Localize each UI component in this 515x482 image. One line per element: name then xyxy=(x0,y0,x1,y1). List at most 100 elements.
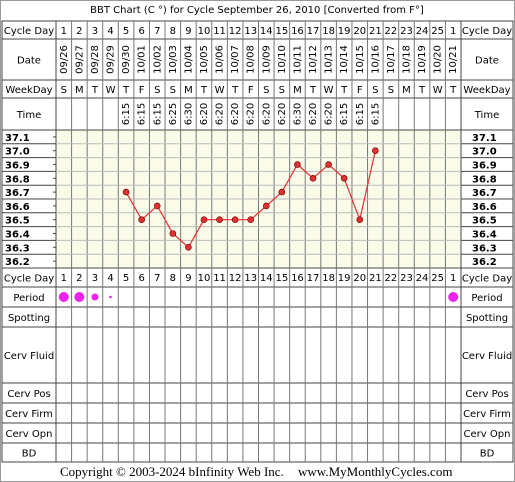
temp-point xyxy=(185,244,192,251)
temp-point xyxy=(169,230,177,237)
cycle-day: 11 xyxy=(213,273,226,284)
cycle-day: 23 xyxy=(400,273,413,284)
date: 10/16 xyxy=(370,45,381,74)
y-tick-label: 36.9 xyxy=(5,161,30,172)
y-tick-label: 36.3 xyxy=(5,243,30,254)
date: 10/19 xyxy=(417,45,428,74)
row-label: Cerv Fluid xyxy=(462,351,512,362)
weekday: T xyxy=(122,85,130,96)
cycle-day: 14 xyxy=(260,26,273,37)
row-label: Spotting xyxy=(8,313,50,324)
weekday: S xyxy=(388,85,394,96)
cycle-day: 11 xyxy=(213,26,226,37)
date: 10/12 xyxy=(308,45,319,74)
y-tick-label: 37.0 xyxy=(472,147,497,158)
row-label: Cerv Firm xyxy=(5,409,53,420)
y-tick-label: 36.7 xyxy=(5,188,30,199)
cycle-day: 12 xyxy=(229,26,242,37)
row-label: Cycle Day xyxy=(462,274,512,285)
cycle-day: 8 xyxy=(170,26,176,37)
cycle-day: 22 xyxy=(385,273,398,284)
row-label: Cycle Day xyxy=(4,26,54,37)
row-label: Cerv Opn xyxy=(6,429,53,440)
y-tick-label: 36.5 xyxy=(5,216,30,227)
row-label: Spotting xyxy=(466,313,508,324)
time: 6:15 xyxy=(152,103,163,125)
y-tick-label: 36.4 xyxy=(472,230,497,241)
time: 6:30 xyxy=(292,103,303,125)
cycle-day: 14 xyxy=(260,273,273,284)
cycle-day: 13 xyxy=(244,26,257,37)
date: 09/29 xyxy=(106,45,117,74)
weekday: T xyxy=(91,85,99,96)
date: 10/17 xyxy=(386,45,397,74)
cycle-day: 10 xyxy=(198,273,211,284)
cycle-day: 5 xyxy=(123,273,129,284)
row-label: Cerv Opn xyxy=(464,429,511,440)
cycle-day: 7 xyxy=(154,26,160,37)
temp-point xyxy=(122,188,130,196)
date: 10/14 xyxy=(339,45,350,74)
time: 6:20 xyxy=(199,103,210,125)
weekday: T xyxy=(200,85,208,96)
temp-point xyxy=(247,216,255,223)
cycle-day: 10 xyxy=(198,26,211,37)
weekday: S xyxy=(372,85,378,96)
temp-point xyxy=(262,202,270,210)
cycle-day: 1 xyxy=(61,26,67,37)
weekday: S xyxy=(154,85,160,96)
weekday: F xyxy=(139,85,145,96)
weekday: T xyxy=(449,85,457,96)
y-tick-label: 36.7 xyxy=(472,188,497,199)
cycle-day: 3 xyxy=(92,273,98,284)
time: 6:20 xyxy=(277,103,288,125)
time: 6:20 xyxy=(230,103,241,125)
y-tick-label: 36.8 xyxy=(472,174,497,185)
temp-point xyxy=(294,161,301,168)
y-tick-label: 37.1 xyxy=(5,133,30,144)
row-label: WeekDay xyxy=(463,85,510,96)
time: 6:15 xyxy=(355,103,366,125)
row-label: Cycle Day xyxy=(4,274,54,285)
y-tick-label: 36.3 xyxy=(472,243,497,254)
y-tick-label: 36.6 xyxy=(472,202,497,213)
time: 6:20 xyxy=(308,103,319,125)
weekday: S xyxy=(263,85,269,96)
y-tick-label: 36.8 xyxy=(5,174,30,185)
date: 10/18 xyxy=(401,45,412,74)
date: 10/21 xyxy=(448,45,459,74)
cycle-day: 16 xyxy=(291,26,304,37)
row-label: Time xyxy=(474,110,499,121)
date: 10/03 xyxy=(168,45,179,74)
row-label: BD xyxy=(480,449,495,460)
y-tick-label: 36.5 xyxy=(472,216,497,227)
row-label: Cycle Day xyxy=(462,26,512,37)
time: 6:15 xyxy=(137,103,148,125)
row-label: Cerv Fluid xyxy=(4,351,54,362)
weekday: T xyxy=(309,85,317,96)
cycle-day: 2 xyxy=(76,26,82,37)
date: 09/30 xyxy=(121,45,132,74)
weekday: S xyxy=(279,85,285,96)
temp-point xyxy=(278,188,286,196)
date: 09/26 xyxy=(59,45,70,74)
cycle-day: 12 xyxy=(229,273,242,284)
cycle-day: 20 xyxy=(353,26,366,37)
weekday: M xyxy=(293,85,302,96)
time: 6:15 xyxy=(339,103,350,125)
date: 09/27 xyxy=(74,45,85,74)
cycle-day: 17 xyxy=(307,26,320,37)
date: 09/28 xyxy=(90,45,101,74)
cycle-day: 4 xyxy=(107,26,113,37)
weekday: S xyxy=(170,85,176,96)
cycle-day: 18 xyxy=(322,26,335,37)
weekday: W xyxy=(433,85,443,96)
row-label: Date xyxy=(17,56,41,67)
time: 6:15 xyxy=(370,103,381,125)
cycle-day: 3 xyxy=(92,26,98,37)
time: 6:20 xyxy=(246,103,257,125)
copyright: Copyright © 2003-2024 bInfinity Web Inc. xyxy=(60,464,284,479)
period-mark xyxy=(91,293,99,301)
date: 10/07 xyxy=(230,45,241,74)
